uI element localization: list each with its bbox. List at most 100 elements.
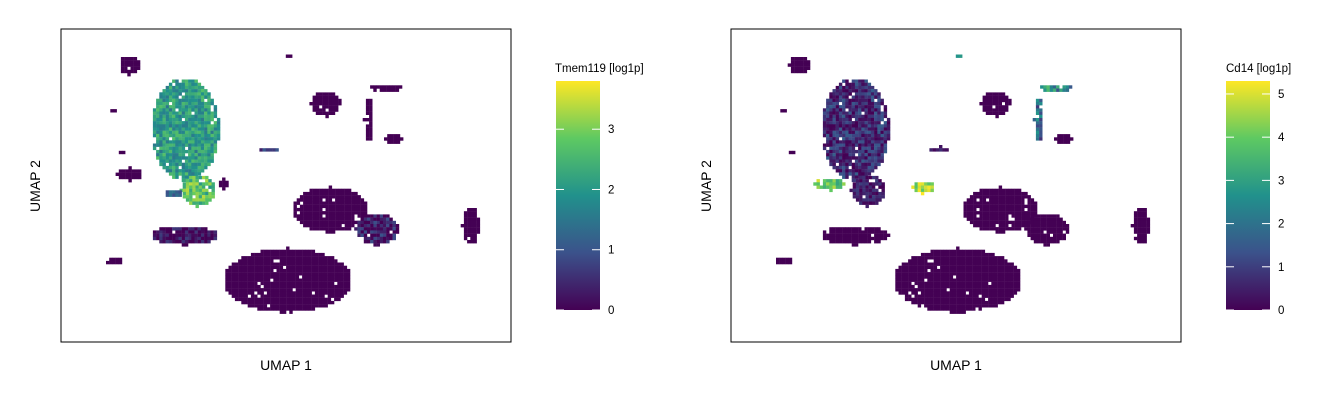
- cell-point: [933, 288, 938, 292]
- cell-point: [241, 297, 245, 302]
- cell-point: [1000, 297, 1005, 302]
- cell-point: [159, 133, 163, 138]
- cell-point: [201, 185, 206, 189]
- cell-point: [325, 98, 329, 103]
- cell-point: [266, 278, 271, 282]
- cell-point: [376, 85, 380, 89]
- cell-point: [904, 294, 909, 298]
- cell-point: [826, 233, 830, 237]
- cell-point: [870, 89, 875, 93]
- cell-point: [289, 288, 293, 292]
- cell-point: [1008, 195, 1012, 199]
- cell-point: [279, 265, 284, 270]
- cell-point: [322, 217, 326, 221]
- cell-point: [370, 236, 374, 241]
- cell-point: [1062, 88, 1066, 92]
- cell-point: [826, 108, 830, 112]
- cell-point: [858, 111, 862, 115]
- cell-point: [1011, 198, 1015, 202]
- cell-point: [188, 133, 192, 138]
- cell-point: [859, 195, 863, 199]
- cell-point: [1030, 236, 1034, 241]
- cell-point: [341, 220, 345, 225]
- cell-point: [195, 201, 199, 205]
- cell-point: [286, 281, 290, 286]
- cell-point: [254, 297, 258, 302]
- cell-point: [877, 240, 881, 244]
- cell-point: [874, 111, 878, 115]
- cell-point: [334, 262, 338, 266]
- cell-point: [829, 95, 833, 99]
- cell-point: [995, 111, 999, 115]
- cell-point: [279, 294, 284, 298]
- cell-point: [197, 236, 202, 241]
- cell-point: [318, 272, 322, 276]
- cell-point: [875, 188, 879, 193]
- cell-point: [138, 169, 142, 173]
- cell-point: [260, 281, 264, 286]
- colorbar-tick-label: 1: [1278, 262, 1284, 274]
- cell-point: [874, 240, 878, 244]
- cell-point: [260, 268, 264, 273]
- cell-point: [829, 153, 833, 157]
- cell-point: [1007, 268, 1011, 273]
- cell-point: [1001, 98, 1006, 103]
- cell-point: [927, 252, 931, 257]
- cell-point: [396, 137, 401, 141]
- cell-point: [870, 137, 875, 141]
- cell-point: [920, 268, 925, 273]
- cell-point: [995, 195, 999, 199]
- cell-point: [1005, 188, 1009, 193]
- cell-point: [924, 268, 928, 273]
- cell-point: [314, 281, 319, 286]
- cell-point: [985, 223, 990, 228]
- cell-point: [207, 101, 211, 106]
- cell-point: [321, 294, 325, 298]
- cell-point: [194, 169, 198, 173]
- cell-point: [311, 249, 316, 254]
- cell-point: [845, 175, 849, 179]
- cell-point: [930, 297, 934, 302]
- cell-point: [341, 217, 345, 221]
- cell-point: [803, 63, 808, 67]
- cell-point: [997, 268, 1002, 273]
- cell-point: [194, 82, 198, 87]
- cell-point: [194, 172, 198, 176]
- cell-point: [184, 89, 189, 93]
- cell-point: [395, 85, 400, 89]
- cell-point: [321, 304, 325, 308]
- cell-point: [165, 105, 170, 109]
- cell-point: [328, 214, 333, 218]
- cell-point: [270, 300, 274, 305]
- cell-point: [1016, 275, 1021, 279]
- cell-point: [949, 278, 954, 282]
- cell-point: [962, 297, 966, 302]
- cell-point: [858, 143, 862, 147]
- cell-point: [159, 98, 163, 103]
- cell-point: [318, 284, 322, 289]
- cell-point: [341, 204, 345, 209]
- cell-point: [1030, 227, 1034, 231]
- cell-point: [330, 278, 335, 282]
- cell-point: [1011, 188, 1015, 193]
- cell-point: [152, 114, 157, 119]
- cell-point: [463, 217, 468, 221]
- cell-point: [292, 265, 296, 270]
- cell-point: [254, 265, 258, 270]
- cell-point: [854, 137, 859, 141]
- cell-point: [312, 102, 316, 106]
- cell-point: [175, 143, 179, 147]
- cell-point: [335, 217, 339, 221]
- cell-point: [924, 304, 928, 308]
- cell-point: [331, 230, 336, 234]
- cell-point: [930, 278, 934, 282]
- cell-point: [168, 89, 173, 93]
- cell-point: [263, 281, 268, 286]
- cell-point: [1017, 198, 1022, 202]
- cell-point: [201, 198, 206, 202]
- cell-point: [880, 233, 884, 237]
- cell-point: [881, 191, 885, 196]
- cell-point: [877, 124, 881, 128]
- cell-point: [254, 281, 258, 286]
- cell-point: [854, 105, 859, 109]
